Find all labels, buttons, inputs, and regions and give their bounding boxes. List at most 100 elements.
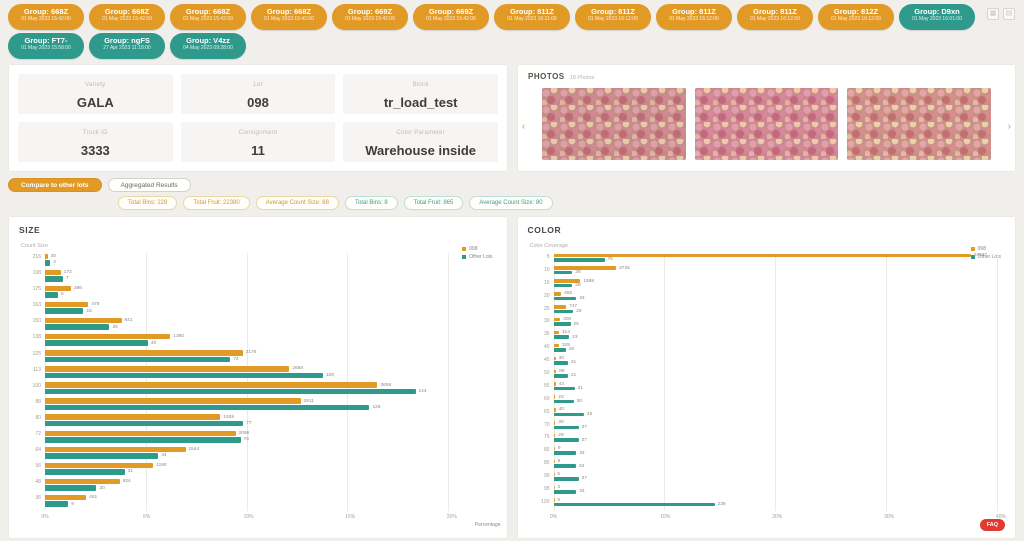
group-chip[interactable]: Group: 812Z 01 May 2023 16:12:00 [818,4,894,30]
compare-to-other-lots-button[interactable]: Compare to other lots [8,178,102,192]
bar-098[interactable] [553,433,556,438]
bar-098[interactable] [553,305,567,309]
bar-098[interactable] [45,366,290,372]
bar-098[interactable] [553,330,559,335]
bar-other-lots[interactable] [45,356,231,363]
bar-098[interactable] [553,395,556,399]
bar-098[interactable] [45,301,89,308]
bar-other-lots[interactable] [553,322,571,326]
bar-098[interactable] [45,430,236,437]
bar-other-lots[interactable] [553,258,605,262]
bar-098[interactable] [553,408,556,412]
group-chip[interactable]: Group: 811Z 01 May 2023 16:11:00 [494,4,570,30]
bar-098[interactable] [553,279,581,283]
bar-098[interactable] [553,498,555,502]
bar-other-lots[interactable] [45,469,125,475]
bar-other-lots[interactable] [45,404,370,411]
bar-other-lots[interactable] [45,260,51,266]
bar-other-lots[interactable] [45,324,110,330]
bar-098[interactable] [553,317,561,322]
apple-bin-photo[interactable] [694,88,839,160]
bar-098[interactable] [45,494,87,501]
faq-button[interactable]: FAQ [979,519,1005,531]
bar-098[interactable] [553,421,556,425]
bar-other-lots[interactable] [553,451,577,455]
bar-other-lots[interactable] [45,485,97,491]
bar-other-lots[interactable] [553,490,577,494]
bar-098[interactable] [553,485,555,490]
bar-other-lots[interactable] [553,361,568,365]
bar-other-lots[interactable] [45,501,69,507]
bar-other-lots[interactable] [553,502,715,507]
group-chip[interactable]: Group: FT7- 01 May 2023 15:58:00 [8,33,84,59]
group-chip[interactable]: Group: 669Z 01 May 2023 15:42:00 [332,4,408,30]
group-chip[interactable]: Group: 668Z 01 May 2023 15:42:00 [89,4,165,30]
bar-other-lots[interactable] [553,464,576,468]
bar-098[interactable] [45,253,48,259]
legend-item[interactable]: Other Lots [462,253,493,261]
bar-098[interactable] [553,369,557,374]
group-chip[interactable]: Group: D9xn 01 May 2023 16:01:00 [899,4,975,30]
bar-098[interactable] [45,285,71,292]
photos-prev-icon[interactable]: ‹ [522,121,526,132]
bar-098[interactable] [45,462,154,469]
bar-other-lots[interactable] [553,399,574,404]
bar-other-lots[interactable] [45,308,84,314]
bar-098[interactable] [553,459,555,464]
bar-other-lots[interactable] [553,270,573,275]
bar-098[interactable] [553,446,555,451]
apple-bin-photo[interactable] [542,88,686,160]
bar-other-lots[interactable] [553,425,579,430]
legend-item[interactable]: 098 [462,245,492,253]
bar-other-lots[interactable] [45,453,159,459]
bar-098[interactable] [553,343,559,348]
bar-098[interactable] [45,398,301,404]
group-chip[interactable]: Group: V4zz 04 May 2023 09:28:00 [170,33,246,59]
group-chip[interactable]: Group: 668Z 01 May 2023 15:42:00 [170,4,246,30]
bar-other-lots[interactable] [45,292,58,298]
aggregated-results-button[interactable]: Aggregated Results [107,178,191,192]
group-chip[interactable]: Group: 668Z 01 May 2023 15:42:00 [251,4,327,30]
bar-other-lots[interactable] [553,309,574,314]
bar-098[interactable] [45,414,221,420]
bar-other-lots[interactable] [45,388,416,395]
bar-098[interactable] [45,333,171,340]
card-view-icon[interactable]: ▤ [1003,8,1015,20]
bar-other-lots[interactable] [553,386,575,391]
bar-098[interactable] [45,446,186,453]
bar-098[interactable] [553,472,555,477]
group-chip[interactable]: Group: 811Z 01 May 2023 16:12:00 [575,4,651,30]
bar-098[interactable] [45,478,120,485]
bar-098[interactable] [45,269,61,276]
legend-item[interactable]: 098 [970,245,1001,253]
bar-098[interactable] [553,292,562,296]
grid-view-icon[interactable]: ▦ [987,8,999,20]
bar-098[interactable] [553,266,617,270]
group-chip[interactable]: Group: 668Z 01 May 2023 15:42:00 [8,4,84,30]
bar-098[interactable] [553,356,556,361]
bar-098[interactable] [553,253,971,257]
bar-other-lots[interactable] [553,283,573,288]
bar-other-lots[interactable] [553,477,579,481]
bar-other-lots[interactable] [45,276,63,282]
group-chip[interactable]: Group: 811Z 01 May 2023 16:12:00 [737,4,813,30]
bar-other-lots[interactable] [553,348,566,352]
bar-098[interactable] [45,350,243,356]
bar-other-lots[interactable] [553,438,579,442]
legend-item[interactable]: Other Lots [970,253,1001,261]
group-chip[interactable]: Group: 669Z 01 May 2023 15:42:00 [413,4,489,30]
bar-other-lots[interactable] [45,340,148,346]
bar-other-lots[interactable] [553,335,570,339]
bar-other-lots[interactable] [45,372,323,379]
bar-other-lots[interactable] [45,420,244,427]
bar-other-lots[interactable] [553,296,577,301]
bar-098[interactable] [45,317,122,324]
bar-098[interactable] [553,382,556,386]
bar-other-lots[interactable] [45,437,241,443]
photos-next-icon[interactable]: › [1007,121,1011,132]
bar-other-lots[interactable] [553,412,584,417]
bar-other-lots[interactable] [553,374,568,378]
group-chip[interactable]: Group: ngFS 27 Apr 2023 11:18:00 [89,33,165,59]
group-chip[interactable]: Group: 811Z 01 May 2023 16:12:00 [656,4,732,30]
apple-bin-photo[interactable] [847,88,992,160]
